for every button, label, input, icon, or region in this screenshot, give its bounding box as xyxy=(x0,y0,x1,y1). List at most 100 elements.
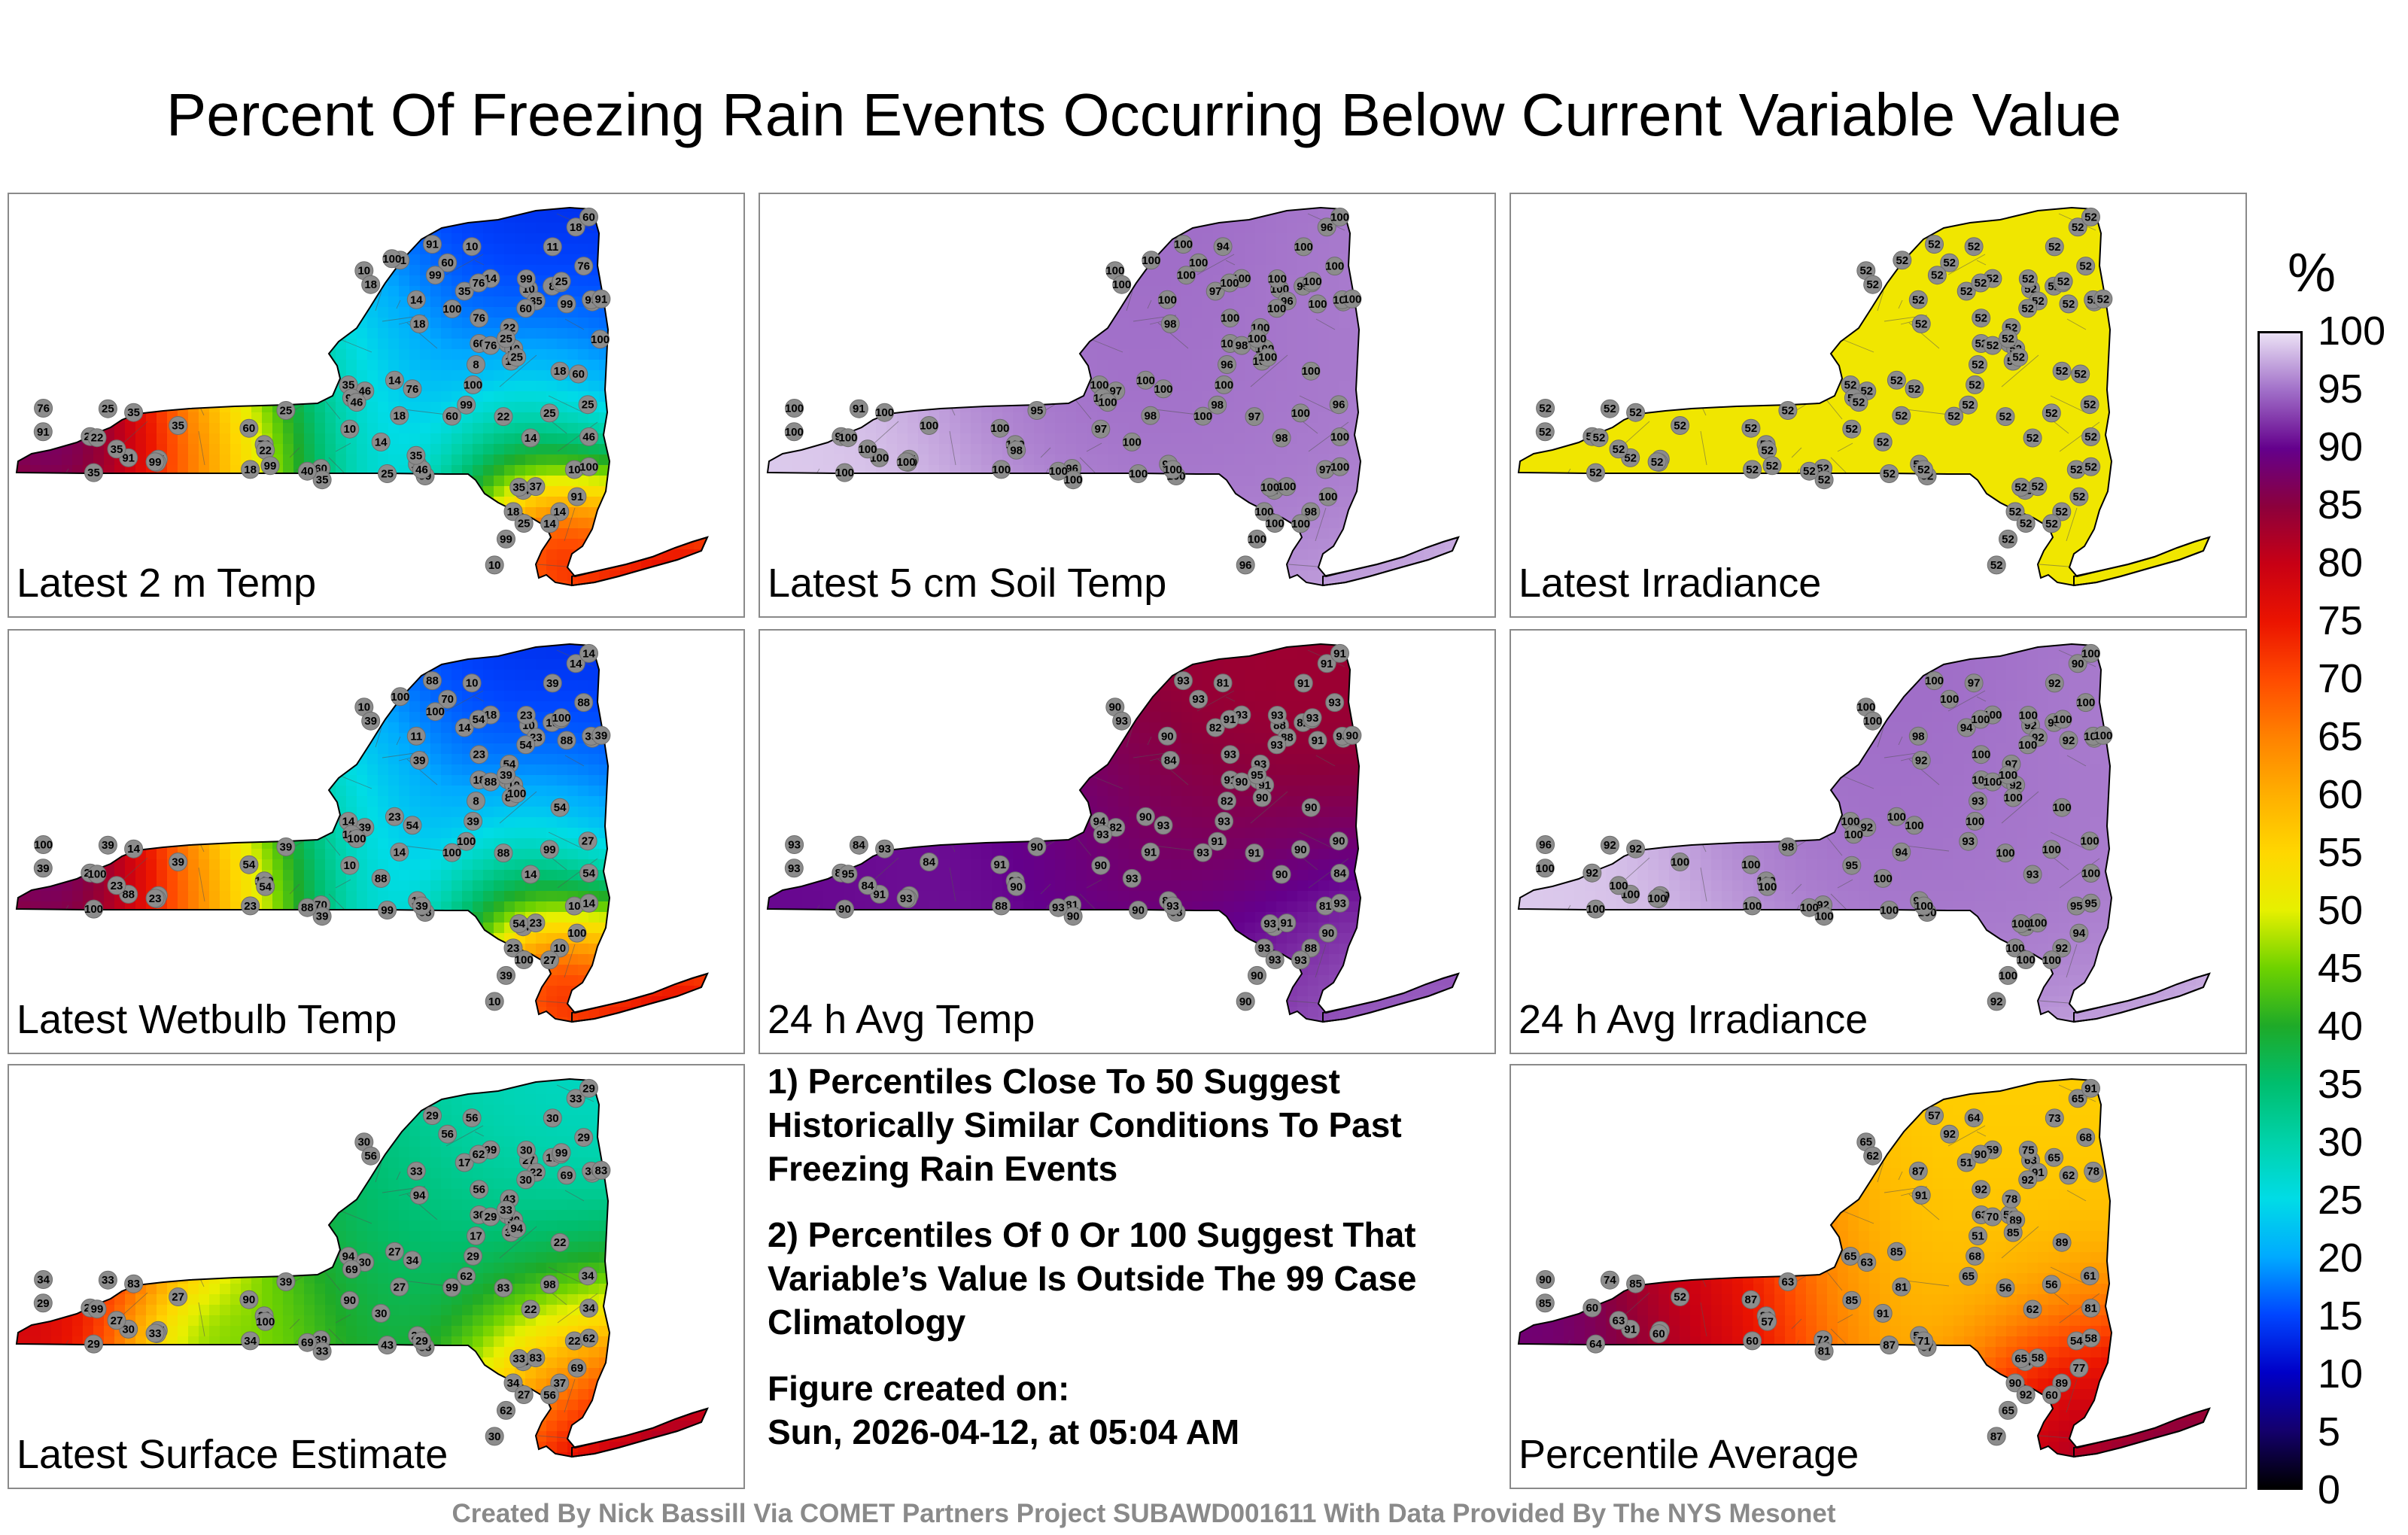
station-dot xyxy=(1925,235,1944,254)
map-panel-24h-avg-irradiance: 100 98 93 94 92 97 100 92 93 92 92 95 94 92 90 92 100 98 9… xyxy=(1510,629,2247,1054)
station-value: 100 xyxy=(391,691,409,704)
station-value: 100 xyxy=(1189,257,1208,269)
station-dot xyxy=(2081,1299,2101,1318)
station-dot xyxy=(1091,856,1111,875)
station-dot xyxy=(509,1349,529,1368)
station-dot xyxy=(1091,419,1111,439)
station-value: 33 xyxy=(410,1165,423,1178)
station-dot xyxy=(497,1200,515,1220)
station-dot xyxy=(1743,1331,1762,1351)
field-shading xyxy=(1519,208,2209,585)
station-dot xyxy=(1940,253,1960,272)
station-dot xyxy=(1342,725,1362,745)
station-value: 100 xyxy=(1330,460,1349,473)
station-dot xyxy=(1308,731,1327,750)
station-dot xyxy=(2081,457,2101,476)
station-dot xyxy=(2053,710,2072,729)
station-dot xyxy=(2068,654,2087,673)
station-dot xyxy=(494,843,513,863)
station-value: 91 xyxy=(426,239,439,251)
station-dot xyxy=(371,432,391,451)
station-value: 100 xyxy=(1325,260,1344,273)
station-value: 100 xyxy=(838,432,857,445)
station-dot xyxy=(896,452,916,472)
station-dot xyxy=(2042,1385,2061,1405)
station-value: 14 xyxy=(543,518,556,530)
station-dot xyxy=(835,463,854,482)
station-value: 57 xyxy=(1928,1110,1941,1123)
station-dot xyxy=(566,217,585,237)
station-dot xyxy=(1291,514,1310,533)
station-value: 99 xyxy=(445,1281,458,1294)
station-dot xyxy=(276,837,296,856)
station-value: 23 xyxy=(507,942,520,955)
station-value: 99 xyxy=(555,1147,568,1160)
station-value: 100 xyxy=(84,903,103,916)
station-value: 68 xyxy=(2079,1132,2092,1144)
station-value: 100 xyxy=(1940,693,1959,706)
station-value: 98 xyxy=(1912,730,1925,743)
field-shading xyxy=(1519,1079,2209,1457)
station-value: 60 xyxy=(1652,1328,1665,1341)
station-dot xyxy=(276,1272,296,1291)
station-value: 33 xyxy=(500,1204,512,1217)
station-dot xyxy=(256,877,275,896)
map-panel-wetbulb-temp: 2739810221039701439391014101114391010142… xyxy=(8,629,745,1054)
station-dot xyxy=(1908,290,1928,309)
station-dot xyxy=(2068,1089,2087,1108)
long-island-outline xyxy=(571,1407,709,1458)
station-value: 65 xyxy=(2048,1151,2060,1164)
station-value: 52 xyxy=(1931,269,1944,282)
station-value: 22 xyxy=(568,1335,581,1348)
station-value: 100 xyxy=(897,456,916,469)
map-panel-2m-temp: 2525810221035601446251035101014358101835… xyxy=(8,193,745,618)
station-dot xyxy=(464,811,483,831)
station-value: 39 xyxy=(280,1276,293,1289)
station-value: 52 xyxy=(2074,368,2087,381)
station-value: 100 xyxy=(1064,474,1083,487)
long-island-outline xyxy=(571,972,709,1023)
station-value: 84 xyxy=(1333,868,1346,880)
station-value: 52 xyxy=(1968,241,1981,254)
station-value: 14 xyxy=(342,816,355,828)
station-value: 95 xyxy=(2070,900,2083,913)
station-dot xyxy=(2042,840,2061,859)
station-value: 10 xyxy=(488,995,501,1008)
station-value: 25 xyxy=(510,351,523,364)
station-dot xyxy=(494,407,513,427)
station-dot xyxy=(1218,792,1236,810)
station-dot xyxy=(1232,336,1251,355)
station-value: 100 xyxy=(1671,856,1689,869)
station-value: 89 xyxy=(2055,1377,2068,1390)
station-dot xyxy=(1174,235,1193,254)
station-dot xyxy=(485,1427,504,1446)
station-value: 56 xyxy=(2045,1278,2058,1291)
station-value: 83 xyxy=(530,1352,543,1365)
station-dot xyxy=(1325,257,1345,276)
station-value: 93 xyxy=(1263,918,1276,931)
station-dot xyxy=(1908,726,1928,746)
station-value: 90 xyxy=(1539,1274,1552,1287)
station-dot xyxy=(409,314,429,333)
station-dot xyxy=(1254,502,1274,521)
station-value: 65 xyxy=(2014,1353,2027,1366)
station-dot xyxy=(579,864,599,883)
station-dot xyxy=(391,687,410,707)
station-dot xyxy=(467,1226,485,1245)
station-dot xyxy=(540,1275,559,1294)
station-value: 23 xyxy=(388,810,401,823)
station-value: 52 xyxy=(1853,397,1865,409)
station-dot xyxy=(516,269,536,288)
station-value: 34 xyxy=(244,1335,257,1348)
station-dot xyxy=(1129,464,1148,483)
station-value: 23 xyxy=(111,880,123,892)
station-dot xyxy=(438,1124,458,1144)
station-value: 92 xyxy=(1943,1128,1956,1141)
station-value: 100 xyxy=(1880,904,1899,917)
station-value: 64 xyxy=(1968,1112,1981,1125)
station-dot xyxy=(1873,432,1893,451)
station-dot xyxy=(2045,1108,2064,1128)
station-dot xyxy=(1260,914,1280,933)
station-value: 93 xyxy=(1192,693,1205,706)
station-dot xyxy=(1842,1290,1862,1310)
